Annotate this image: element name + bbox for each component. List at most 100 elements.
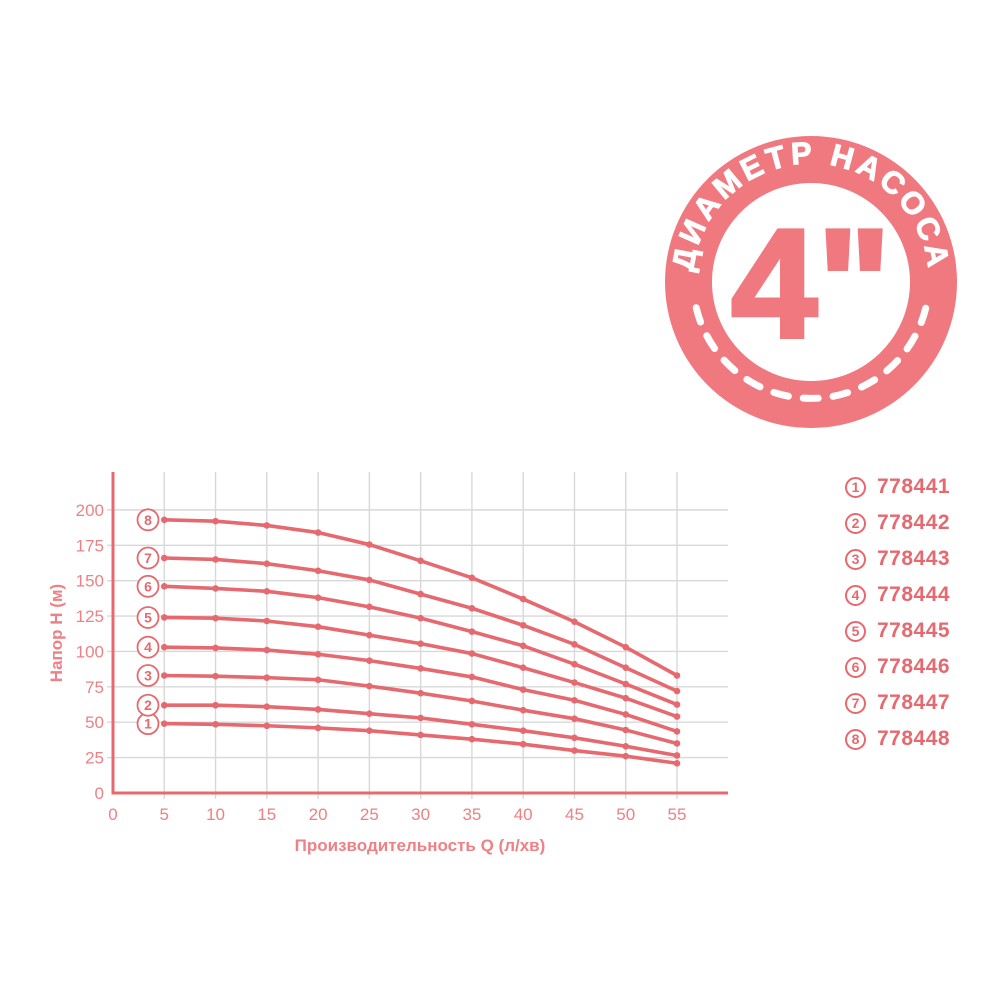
x-tick-label-50: 50 xyxy=(616,805,635,824)
curve-6-point-5 xyxy=(160,583,168,590)
curve-marker-circle-5 xyxy=(136,606,160,629)
curve-7-point-40 xyxy=(519,621,527,629)
curve-5-point-5 xyxy=(160,614,168,621)
x-tick-label-25: 25 xyxy=(360,805,379,824)
curve-5-point-10 xyxy=(212,614,219,622)
curve-1-point-15 xyxy=(263,722,271,730)
curve-6-point-40 xyxy=(519,642,527,650)
curve-marker-number-6: 6 xyxy=(144,578,152,594)
curve-1-point-45 xyxy=(571,747,578,754)
curve-1-point-35 xyxy=(468,735,476,743)
curve-7-point-35 xyxy=(468,604,476,612)
legend-article-8: 778448 xyxy=(877,727,951,750)
legend-article-2: 778442 xyxy=(877,511,951,534)
pump-curves xyxy=(160,516,681,767)
legend-number-badge-7: 7 xyxy=(845,692,866,714)
badge-dashed-arc xyxy=(692,304,930,402)
legend-number-badge-6: 6 xyxy=(845,656,866,678)
curve-marker-circle-8 xyxy=(136,508,160,532)
legend-number-badge-8: 8 xyxy=(845,728,866,750)
y-tick-label-175: 175 xyxy=(76,536,104,555)
curve-1-point-55 xyxy=(673,759,681,767)
legend-article-1: 778441 xyxy=(877,475,951,498)
curve-3-point-10 xyxy=(212,672,219,680)
curve-5-point-20 xyxy=(314,623,322,630)
legend-number-badge-3: 3 xyxy=(845,548,866,570)
x-tick-label-15: 15 xyxy=(257,805,276,824)
legend-article-3: 778443 xyxy=(877,547,951,570)
curve-6-point-45 xyxy=(571,660,578,668)
curve-7-point-20 xyxy=(314,567,322,575)
curve-1-point-10 xyxy=(212,721,219,728)
curve-3-point-45 xyxy=(571,715,578,722)
y-tick-label-75: 75 xyxy=(85,678,104,697)
curve-marker-number-8: 8 xyxy=(144,512,152,528)
curve-1-point-5 xyxy=(160,720,168,727)
legend-number-badge-4: 4 xyxy=(845,584,866,606)
curve-8-point-20 xyxy=(314,529,322,536)
curve-3-point-30 xyxy=(417,689,424,697)
curve-5-point-30 xyxy=(417,640,424,647)
curve-marker-circle-7 xyxy=(136,546,160,570)
legend-row-6: 6 778446 xyxy=(845,649,950,685)
curve-marker-number-4: 4 xyxy=(144,639,152,655)
y-tick-label-200: 200 xyxy=(76,501,104,520)
x-tick-label-55: 55 xyxy=(668,805,687,824)
curve-7-point-55 xyxy=(673,687,681,695)
curve-1-point-40 xyxy=(519,740,527,748)
curve-8-point-25 xyxy=(366,541,373,548)
y-tick-label-50: 50 xyxy=(85,713,104,732)
curve-6-point-50 xyxy=(622,680,630,688)
curve-3-point-35 xyxy=(468,697,476,705)
curve-3-point-25 xyxy=(366,682,373,690)
curve-7-point-45 xyxy=(571,641,578,648)
x-tick-label-40: 40 xyxy=(514,805,533,824)
curve-7-point-10 xyxy=(212,556,219,563)
chart-axes xyxy=(111,472,728,795)
curve-4-point-30 xyxy=(417,665,424,672)
curve-3-point-55 xyxy=(673,740,681,747)
badge-diameter-value: 4" xyxy=(731,197,891,370)
curve-6-point-20 xyxy=(314,594,322,601)
x-tick-label-5: 5 xyxy=(160,805,169,824)
curve-2-point-40 xyxy=(519,727,527,735)
curve-2-point-35 xyxy=(468,721,476,728)
curve-marker-number-2: 2 xyxy=(144,697,152,713)
legend-row-2: 2 778442 xyxy=(845,505,950,541)
curve-5-point-35 xyxy=(468,650,476,657)
curve-marker-circle-4 xyxy=(136,635,160,659)
curve-2-point-10 xyxy=(212,701,219,709)
curve-6-point-55 xyxy=(673,701,681,708)
curve-2-point-30 xyxy=(417,714,424,722)
legend-row-1: 1 778441 xyxy=(845,469,950,505)
curve-8-point-15 xyxy=(263,522,271,529)
curve-marker-number-1: 1 xyxy=(144,716,152,732)
curve-4-point-45 xyxy=(571,696,578,704)
y-axis-title: Напор H (м) xyxy=(47,584,66,682)
legend-article-4: 778444 xyxy=(877,583,951,606)
curve-2-point-25 xyxy=(366,710,373,718)
curve-6-point-25 xyxy=(366,603,373,611)
y-tick-label-25: 25 xyxy=(85,749,104,768)
curve-6-point-15 xyxy=(263,587,271,595)
badge-inner-disc xyxy=(712,183,910,381)
curve-5-point-40 xyxy=(519,664,527,672)
curve-3-point-40 xyxy=(519,706,527,714)
legend-row-8: 8 778448 xyxy=(845,721,950,757)
legend-row-5: 5 778445 xyxy=(845,613,950,649)
curve-8-point-45 xyxy=(571,618,578,626)
y-tick-label-125: 125 xyxy=(76,607,104,626)
curve-1-point-25 xyxy=(366,727,373,735)
curve-5-point-55 xyxy=(673,713,681,720)
y-tick-label-150: 150 xyxy=(76,572,104,591)
curve-4-point-50 xyxy=(622,711,630,718)
curve-marker-number-7: 7 xyxy=(144,550,152,566)
y-tick-label-100: 100 xyxy=(76,642,104,661)
curve-8-point-40 xyxy=(519,595,527,603)
curve-6-point-10 xyxy=(212,585,219,592)
x-tick-label-20: 20 xyxy=(309,805,328,824)
x-tick-label-35: 35 xyxy=(462,805,481,824)
legend-article-5: 778445 xyxy=(877,619,951,642)
curve-7-point-25 xyxy=(366,576,373,584)
